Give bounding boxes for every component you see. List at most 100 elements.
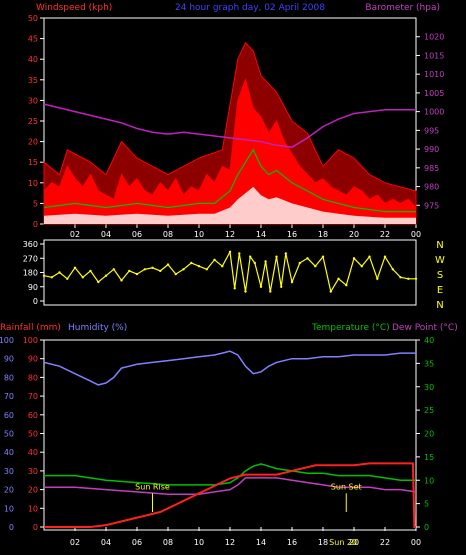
- climate-x-tick-label: 14: [256, 538, 266, 547]
- wind-y-tick-label: 25: [28, 117, 38, 126]
- direction-point: [81, 276, 85, 279]
- average-wind-line: [43, 148, 416, 213]
- direction-point: [314, 265, 317, 268]
- direction-point: [329, 290, 332, 293]
- direction-point: [264, 260, 267, 263]
- direction-point: [228, 250, 232, 254]
- direction-point: [135, 272, 139, 276]
- temperature-y-tick-label: 40: [424, 336, 434, 345]
- climate-x-tick-label: 04: [101, 538, 111, 547]
- climate-x-axis: 02 04 06 08 10 12 14 16 18 20 22 00: [70, 527, 421, 547]
- sun-rise-label: Sun Rise: [135, 483, 170, 492]
- direction-point: [190, 261, 193, 265]
- direction-point: [112, 268, 116, 271]
- temperature-y-tick-label: 35: [424, 359, 434, 368]
- wind-x-tick-label: 18: [318, 230, 328, 239]
- direction-point: [221, 265, 224, 268]
- direction-point: [383, 255, 387, 258]
- direction-point: [249, 255, 252, 258]
- wind-x-axis: 02 04 06 08 10 12 14 16 18 20 22 00: [70, 224, 421, 239]
- temperature-y-axis: 0 5 10 15 20 25 30 35 40: [416, 336, 434, 532]
- direction-point: [97, 280, 100, 284]
- climate-x-tick-label: 02: [70, 538, 80, 547]
- humidity-y-tick-label: 60: [28, 411, 38, 420]
- humidity-y-tick-label: 20: [28, 486, 38, 495]
- humidity-y-tick-label: 0: [33, 523, 38, 532]
- humidity-y-tick-label: 100: [23, 336, 38, 345]
- rain-y-tick-label: 90: [4, 355, 14, 364]
- direction-y-axis: 0 90 180 270 360: [23, 240, 44, 306]
- direction-point: [159, 269, 162, 273]
- direction-point: [376, 277, 379, 280]
- direction-point: [368, 255, 371, 258]
- direction-y-tick-label: 360: [23, 240, 38, 249]
- rain-y-tick-label: 40: [4, 448, 14, 457]
- humidity-y-tick-label: 30: [28, 467, 38, 476]
- direction-letter: N: [436, 300, 443, 311]
- wind-x-tick-label: 04: [101, 230, 111, 239]
- climate-x-tick-label: 16: [287, 538, 297, 547]
- rain-y-tick-label: 10: [4, 504, 14, 513]
- humidity-line: [43, 350, 416, 386]
- direction-point: [399, 276, 402, 279]
- direction-point: [290, 280, 294, 284]
- temperature-y-tick-label: 10: [424, 476, 434, 485]
- direction-point: [360, 265, 363, 268]
- direction-point: [407, 277, 410, 280]
- direction-point: [89, 269, 92, 273]
- climate-x-tick-label: 06: [132, 538, 142, 547]
- wind-x-tick-label: 12: [225, 230, 235, 239]
- direction-point: [238, 252, 241, 255]
- climate-x-tick-label: 10: [194, 538, 204, 547]
- rain-y-tick-label: 20: [4, 486, 14, 495]
- sun-set-label: Sun Set: [331, 483, 362, 492]
- rain-y-tick-label: 80: [4, 373, 14, 382]
- direction-point: [253, 261, 256, 265]
- direction-point: [269, 290, 272, 293]
- wind-y-tick-label: 45: [28, 35, 38, 44]
- humidity-y-tick-label: 50: [28, 430, 38, 439]
- wind-x-tick-label: 08: [163, 230, 173, 239]
- direction-panel-frame: [43, 239, 417, 306]
- barometer-y-tick-label: 980: [424, 183, 439, 192]
- direction-y-tick-label: 180: [23, 269, 38, 278]
- direction-point: [50, 276, 53, 279]
- climate-x-tick-label: 18: [318, 538, 328, 547]
- direction-point: [321, 255, 325, 258]
- temperature-y-tick-label: 0: [424, 523, 429, 532]
- wind-y-tick-label: 5: [33, 199, 38, 208]
- rainfall-line: [44, 462, 416, 528]
- direction-point: [174, 272, 177, 276]
- direction-point: [143, 268, 146, 271]
- direction-point: [58, 271, 61, 274]
- direction-letter: E: [437, 285, 443, 296]
- barometer-y-tick-label: 990: [424, 145, 439, 154]
- direction-point: [391, 268, 394, 271]
- temperature-y-tick-label: 5: [424, 500, 429, 509]
- wind-x-tick-label: 00: [411, 230, 421, 239]
- temperature-y-tick-label: 30: [424, 383, 434, 392]
- barometer-y-tick-label: 1000: [424, 108, 444, 117]
- barometer-line: [43, 103, 416, 148]
- barometer-y-axis: 975 980 985 990 995 1000 1005 1010 1015 1020: [416, 33, 444, 210]
- barometer-y-tick-label: 1010: [424, 70, 444, 79]
- wind-y-tick-label: 50: [28, 14, 38, 23]
- direction-point: [104, 274, 108, 277]
- barometer-y-tick-label: 995: [424, 126, 439, 135]
- wind-y-tick-label: 0: [33, 220, 38, 229]
- direction-letter: S: [437, 270, 443, 281]
- direction-point: [151, 266, 154, 269]
- windspeed-axis-title: Windspeed (kph): [36, 3, 112, 13]
- temperature-y-tick-label: 25: [424, 406, 434, 415]
- climate-x-tick-label: 12: [225, 538, 235, 547]
- climate-x-tick-label: 00: [411, 538, 421, 547]
- direction-point: [120, 279, 123, 282]
- wind-y-tick-label: 30: [28, 96, 38, 105]
- wind-x-tick-label: 20: [349, 230, 359, 239]
- temperature-line: [44, 463, 416, 486]
- direction-point: [128, 269, 131, 273]
